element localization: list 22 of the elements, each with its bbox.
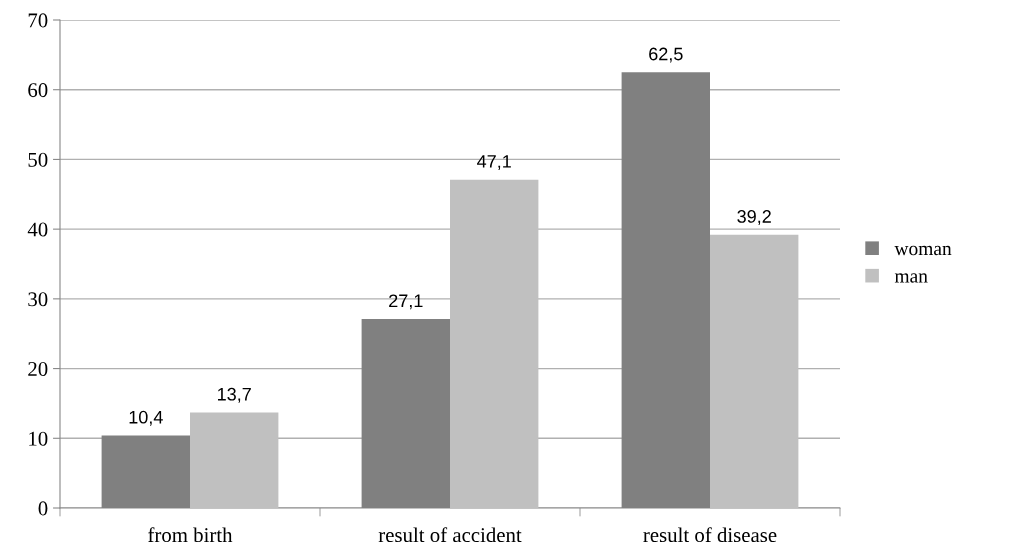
y-tick-label: 10 — [29, 431, 48, 446]
data-label: 27,1 — [389, 294, 423, 310]
data-label: 10,4 — [129, 410, 163, 426]
bar — [450, 179, 539, 508]
y-tick-label: 60 — [28, 83, 48, 98]
y-tick-label: 40 — [27, 222, 48, 237]
data-label: 47,1 — [477, 155, 511, 170]
data-label: 13,7 — [218, 387, 251, 403]
y-tick-label: 70 — [28, 13, 48, 28]
bar — [190, 412, 279, 508]
data-label: 39,2 — [737, 210, 771, 225]
x-tick-label: result of accident — [378, 527, 522, 543]
legend-label: woman — [894, 245, 952, 256]
x-tick-label: result of disease — [643, 527, 777, 543]
y-tick-label: 50 — [28, 152, 48, 167]
legend-label: man — [894, 273, 928, 283]
y-tick-label: 30 — [28, 292, 48, 307]
y-tick-label: 20 — [28, 361, 48, 376]
bar — [710, 234, 799, 508]
data-label: 62,5 — [649, 47, 683, 63]
x-tick-label: from birth — [148, 527, 233, 543]
y-tick-label: 0 — [38, 501, 48, 516]
